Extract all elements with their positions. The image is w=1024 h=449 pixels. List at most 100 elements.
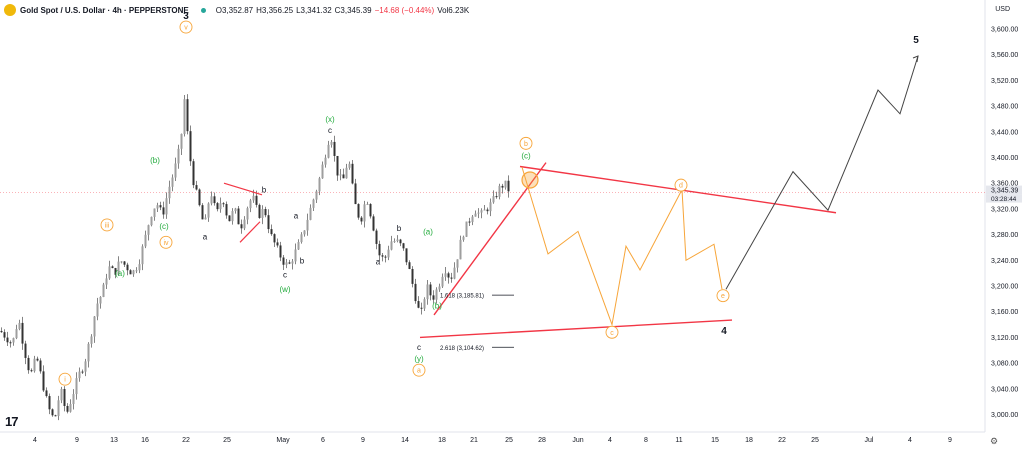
candle-body xyxy=(279,245,282,258)
candle-body xyxy=(231,211,234,222)
price-tick-label: 3,000.00 xyxy=(991,412,1018,419)
candle-body xyxy=(156,205,159,209)
wave-label-circle xyxy=(605,325,619,339)
candle-body xyxy=(186,99,189,132)
candle-body xyxy=(465,221,468,237)
wave-label: (b) xyxy=(432,301,442,310)
time-tick-label: 14 xyxy=(401,437,409,444)
candle-body xyxy=(291,261,294,264)
time-tick-label: 4 xyxy=(608,437,612,444)
candle-body xyxy=(489,202,492,212)
last-price-label: 3,345.39 xyxy=(991,188,1018,195)
candle-body xyxy=(99,296,102,304)
candle-body xyxy=(309,207,312,220)
price-tick-label: 3,480.00 xyxy=(991,104,1018,111)
wave-label-circle xyxy=(179,20,193,34)
candle-body xyxy=(162,207,165,215)
candle-body xyxy=(270,229,273,235)
candle-body xyxy=(114,268,117,275)
candle-body xyxy=(213,196,216,204)
candle-body xyxy=(171,177,174,187)
wave-label: i xyxy=(64,377,66,384)
candle-body xyxy=(228,215,231,222)
candle-body xyxy=(75,378,78,395)
candle-body xyxy=(144,234,147,247)
candle-body xyxy=(120,261,123,263)
candle-body xyxy=(336,155,339,176)
candle-body xyxy=(396,239,399,242)
wave-label: a xyxy=(417,368,421,375)
candle-body xyxy=(108,266,111,279)
symbol-title[interactable]: Gold Spot / U.S. Dollar · 4h · PEPPERSTO… xyxy=(20,5,189,15)
candle-body xyxy=(234,208,237,212)
candle-body xyxy=(237,208,240,225)
candle-body xyxy=(210,196,213,204)
candle-body xyxy=(492,196,495,203)
candle-body xyxy=(405,248,408,263)
candle-body xyxy=(276,242,279,246)
wave-label-circle xyxy=(674,178,688,192)
candle-body xyxy=(501,185,504,188)
time-tick-label: 28 xyxy=(538,437,546,444)
wave-label-circle xyxy=(58,372,72,386)
candle-body xyxy=(36,358,39,361)
candle-body xyxy=(3,332,6,338)
candle-body xyxy=(24,343,27,358)
candle-body xyxy=(447,273,450,278)
chart-header: Gold Spot / U.S. Dollar · 4h · PEPPERSTO… xyxy=(0,0,472,20)
wave-label: b xyxy=(524,141,528,148)
tradingview-logo[interactable]: 17 xyxy=(5,414,19,429)
candle-body xyxy=(198,189,201,206)
wave-label: (c) xyxy=(159,222,169,231)
wave-label-circle xyxy=(100,218,114,232)
time-tick-label: 8 xyxy=(644,437,648,444)
candle-body xyxy=(15,329,18,339)
candle-body xyxy=(402,243,405,249)
candle-body xyxy=(132,270,135,275)
candle-body xyxy=(129,270,132,275)
time-tick-label: 9 xyxy=(948,437,952,444)
candle-body xyxy=(201,205,204,220)
candle-body xyxy=(315,191,318,200)
candle-body xyxy=(381,255,384,257)
wave-label: 3 xyxy=(183,11,189,22)
time-tick-label: Jun xyxy=(572,437,583,444)
time-tick-label: 22 xyxy=(182,437,190,444)
candle-body xyxy=(138,264,141,271)
wave-label: d xyxy=(679,183,683,190)
candle-body xyxy=(84,361,87,372)
close-value: C3,345.39 xyxy=(334,5,372,15)
candle-body xyxy=(258,204,261,218)
candle-body xyxy=(387,249,390,258)
candle-body xyxy=(285,262,288,265)
candle-body xyxy=(372,216,375,231)
low-value: L3,341.32 xyxy=(296,5,332,15)
wave-label: 4 xyxy=(721,326,727,337)
candle-body xyxy=(204,217,207,220)
currency-label[interactable]: USD xyxy=(995,6,1010,13)
wave-label-circle xyxy=(159,235,173,249)
time-tick-label: 25 xyxy=(223,437,231,444)
candle-body xyxy=(498,185,501,197)
candle-body xyxy=(411,268,414,284)
candle-body xyxy=(180,133,183,149)
wave-label-circle xyxy=(519,136,533,150)
candle-body xyxy=(141,246,144,265)
candle-body xyxy=(261,209,264,218)
countdown-label: 03:28:44 xyxy=(991,196,1017,203)
candle-body xyxy=(255,195,258,205)
candle-body xyxy=(444,273,447,277)
candle-body xyxy=(102,284,105,297)
candle-body xyxy=(453,267,456,279)
wave-label: v xyxy=(184,25,188,32)
price-tick-label: 3,240.00 xyxy=(991,258,1018,265)
candle-body xyxy=(105,278,108,285)
price-tick-label: 3,040.00 xyxy=(991,386,1018,393)
candle-body xyxy=(321,164,324,179)
candle-body xyxy=(423,299,426,309)
last-price-box xyxy=(986,185,1022,195)
settings-icon[interactable]: ⚙ xyxy=(990,436,999,446)
candle-body xyxy=(408,262,411,269)
candle-body xyxy=(90,336,93,344)
